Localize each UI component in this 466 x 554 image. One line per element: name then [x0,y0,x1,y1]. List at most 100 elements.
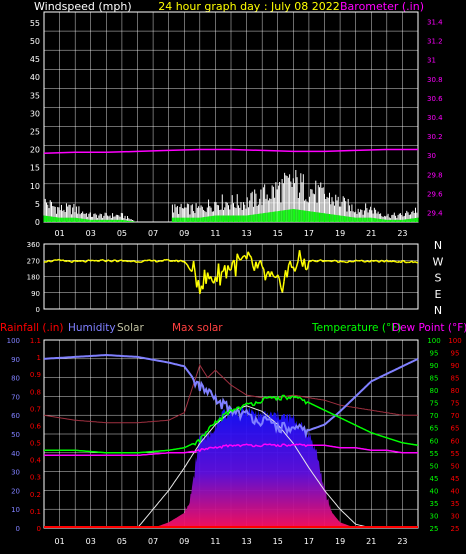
solar-panel-x-tick: 01 [54,537,64,546]
wind-direction-mark [411,260,414,264]
temperature-y-tick: 25 [430,525,439,533]
wind-direction-mark [303,258,307,270]
wind-direction-mark [328,260,332,263]
wind-direction-mark [364,260,367,263]
wind-panel-x-tick: 01 [54,229,64,238]
direction-y-tick: 360 [27,241,40,249]
wind-direction-mark [281,281,285,293]
legend-item: Solar [117,322,144,334]
temperature-y-tick: 55 [430,450,439,458]
wind-direction-mark [206,272,210,280]
rain-y-tick: 0.6 [30,422,42,430]
rain-y-tick: 0.1 [30,508,41,516]
wind-direction-mark [239,257,243,261]
wind-direction-mark [230,261,234,271]
wind-y-tick: 0 [35,218,40,227]
dew-point-y-tick: 30 [451,512,460,520]
wind-panel-x-tick: 09 [179,229,189,238]
wind-direction-mark [118,259,121,262]
wind-direction-mark [71,260,75,263]
wind-direction-mark [363,260,366,263]
direction-y-tick: 0 [36,306,40,314]
wind-direction-mark [179,259,182,262]
barometer-y-tick: 29.4 [427,209,443,217]
temperature-y-tick: 40 [430,487,439,495]
wind-direction-mark [102,259,106,262]
dew-point-y-tick: 85 [451,375,460,383]
dew-point-y-tick: 75 [451,400,460,408]
wind-direction-mark [272,275,276,278]
wind-direction-mark [46,259,50,263]
dew-point-y-tick: 100 [448,337,461,345]
legend-item: Max solar [172,322,223,334]
solar-panel-x-tick: 17 [304,537,314,546]
legend-item: Humidity [68,322,116,334]
dew-point-y-tick: 50 [451,462,460,470]
temperature-y-tick: 95 [430,350,439,358]
wind-panel-x-tick: 21 [366,229,376,238]
dew-point-y-tick: 70 [451,412,460,420]
wind-direction-mark [133,260,137,263]
dew-point-y-tick: 95 [451,350,460,358]
wind-y-tick: 55 [30,19,40,28]
wind-direction-mark [360,259,363,262]
wind-direction-mark [219,271,223,286]
wind-direction-mark [261,266,265,270]
wind-direction-mark [236,253,240,259]
wind-direction-mark [186,264,190,269]
solar-panel-x-tick: 23 [397,537,407,546]
wind-direction-mark [70,260,73,264]
compass-label: E [435,288,442,301]
rain-y-tick: 0.9 [30,371,41,379]
wind-y-tick: 35 [30,91,40,100]
wind-direction-mark [388,260,391,263]
wind-direction-mark [320,259,324,263]
wind-direction-mark [375,259,378,262]
wind-direction-mark [374,259,377,262]
wind-direction-mark [386,259,389,263]
wind-direction-mark [85,259,89,263]
direction-y-tick: 180 [27,274,40,282]
wind-direction-mark [168,259,171,262]
dew-point-y-tick: 65 [451,425,460,433]
wind-direction-mark [361,259,364,263]
solar-panel-x-tick: 03 [86,537,96,546]
wind-direction-mark [249,254,252,258]
barometer-y-tick: 30.6 [427,95,443,103]
humidity-y-tick: 0 [16,525,20,533]
wind-direction-mark [115,259,118,263]
wind-direction-mark [270,271,274,276]
barometer-y-tick: 29.8 [427,171,443,179]
wind-panel-x-tick: 23 [397,229,407,238]
wind-direction-mark [344,261,347,264]
wind-direction-mark [305,268,308,271]
wind-direction-mark [180,259,184,263]
wind-direction-mark [152,259,155,262]
wind-y-tick: 30 [30,109,40,118]
wind-direction-mark [154,259,157,263]
wind-direction-mark [264,273,268,281]
temperature-y-tick: 85 [430,375,439,383]
rain-y-tick: 0.5 [30,440,41,448]
rain-y-tick: 1.1 [30,337,41,345]
wind-direction-mark [389,260,392,263]
wind-panel-x-tick: 17 [304,229,314,238]
wind-direction-mark [171,259,174,262]
solar-panel-x-tick: 07 [148,537,158,546]
humidity-y-tick: 20 [11,487,20,495]
wind-direction-mark [194,272,198,288]
wind-direction-mark [48,259,51,263]
compass-label: N [434,304,442,317]
barometer-series [43,148,418,155]
wind-y-tick: 45 [30,55,40,64]
wind-direction-mark [172,259,176,263]
wind-direction-mark [185,262,188,266]
wind-direction-mark [250,257,254,267]
rain-y-tick: 0.3 [30,474,41,482]
dew-point-y-tick: 55 [451,450,460,458]
wind-direction-mark [367,260,371,263]
wind-direction-mark [227,265,231,271]
solar-panel-x-tick: 13 [241,537,251,546]
wind-direction-mark [64,260,67,263]
